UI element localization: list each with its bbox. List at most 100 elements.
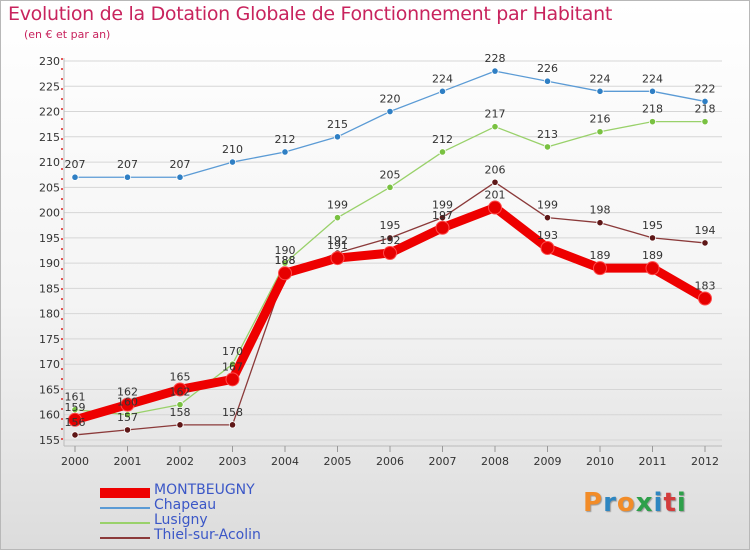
proxiti-logo: Proxiti: [583, 488, 687, 518]
data-label: 189: [590, 249, 611, 262]
data-label: 198: [590, 204, 611, 217]
y-tick-label: 170: [39, 358, 60, 371]
y-tick-label: 180: [39, 308, 60, 321]
data-label: 170: [222, 345, 243, 358]
y-tick-label: 190: [39, 257, 60, 270]
data-label: 226: [537, 62, 558, 75]
data-point: [543, 77, 552, 85]
data-label: 192: [327, 234, 348, 247]
data-label: 158: [170, 406, 191, 419]
data-label: 224: [642, 72, 663, 85]
data-label: 157: [117, 411, 138, 424]
data-label: 224: [590, 72, 611, 85]
data-label: 189: [642, 249, 663, 262]
x-tick-label: 2000: [61, 455, 89, 468]
logo-letter: o: [616, 488, 636, 518]
data-point: [701, 239, 709, 247]
data-point: [123, 173, 132, 181]
data-label: 213: [537, 128, 558, 141]
x-tick-label: 2004: [271, 455, 299, 468]
data-point: [593, 261, 607, 276]
data-label: 193: [537, 229, 558, 242]
data-label: 190: [275, 244, 296, 257]
data-label: 158: [222, 406, 243, 419]
logo-letter: i: [676, 488, 687, 518]
series-thiel-sur-acolin: [71, 178, 709, 439]
legend-swatch: [100, 488, 150, 498]
data-point: [228, 158, 237, 166]
chart-title: Evolution de la Dotation Globale de Fonc…: [8, 3, 613, 25]
y-tick-label: 155: [39, 434, 60, 447]
data-label: 228: [485, 52, 506, 65]
x-tick-label: 2005: [324, 455, 352, 468]
data-point: [645, 261, 660, 276]
data-label: 220: [380, 93, 401, 106]
data-label: 188: [275, 254, 296, 267]
y-tick-label: 205: [39, 181, 60, 194]
data-point: [438, 148, 447, 156]
x-tick-label: 2009: [534, 455, 562, 468]
y-tick-label: 215: [39, 131, 60, 144]
data-point: [543, 143, 552, 151]
data-point: [176, 173, 184, 181]
data-label: 199: [432, 199, 453, 212]
x-tick-label: 2001: [114, 455, 142, 468]
data-point: [123, 426, 132, 434]
data-label: 215: [327, 118, 348, 131]
data-point: [488, 200, 502, 215]
x-tick-label: 2010: [586, 455, 614, 468]
legend-label: MONTBEUGNY: [154, 482, 255, 498]
series-montbeugny: [68, 200, 712, 427]
y-tick-label: 195: [39, 232, 60, 245]
legend-label: Lusigny: [154, 512, 208, 528]
data-point: [68, 412, 82, 427]
data-label: 216: [590, 113, 611, 126]
chart-subtitle: (en € et par an): [24, 28, 111, 41]
data-point: [648, 234, 657, 242]
data-point: [491, 67, 499, 75]
y-tick-label: 165: [39, 383, 60, 396]
data-point: [435, 220, 450, 235]
data-label: 161: [65, 391, 86, 404]
data-label: 207: [170, 158, 191, 171]
data-label: 194: [695, 224, 716, 237]
data-label: 199: [537, 199, 558, 212]
data-point: [701, 97, 709, 106]
data-point: [648, 118, 657, 126]
data-point: [333, 214, 342, 222]
logo-letter: r: [603, 488, 617, 518]
data-label: 207: [65, 158, 86, 171]
data-point: [386, 234, 394, 242]
data-point: [71, 173, 79, 181]
y-tick-label: 220: [39, 106, 60, 119]
data-label: 201: [485, 189, 506, 202]
logo-letter: t: [663, 488, 677, 518]
y-tick-label: 175: [39, 333, 60, 346]
data-label: 206: [485, 163, 506, 176]
data-point: [596, 128, 604, 136]
data-label: 197: [432, 209, 453, 222]
data-label: 218: [695, 103, 716, 116]
x-tick-label: 2007: [429, 455, 457, 468]
data-point: [386, 107, 394, 116]
y-tick-label: 230: [39, 55, 60, 68]
data-point: [176, 401, 184, 409]
series-lusigny: [71, 118, 709, 419]
y-tick-label: 160: [39, 409, 60, 422]
data-label: 167: [222, 360, 243, 373]
legend-label: Chapeau: [154, 497, 217, 513]
data-point: [438, 87, 447, 95]
data-label: 210: [222, 143, 243, 156]
x-tick-label: 2006: [376, 455, 404, 468]
data-point: [225, 372, 240, 387]
data-point: [71, 431, 79, 439]
y-tick-label: 185: [39, 282, 60, 295]
data-label: 165: [170, 370, 191, 383]
y-tick-label: 210: [39, 156, 60, 169]
data-point: [698, 291, 712, 306]
data-label: 212: [432, 133, 453, 146]
data-label: 218: [642, 103, 663, 116]
data-label: 217: [485, 108, 506, 121]
data-point: [281, 148, 289, 156]
data-label: 156: [65, 416, 86, 429]
